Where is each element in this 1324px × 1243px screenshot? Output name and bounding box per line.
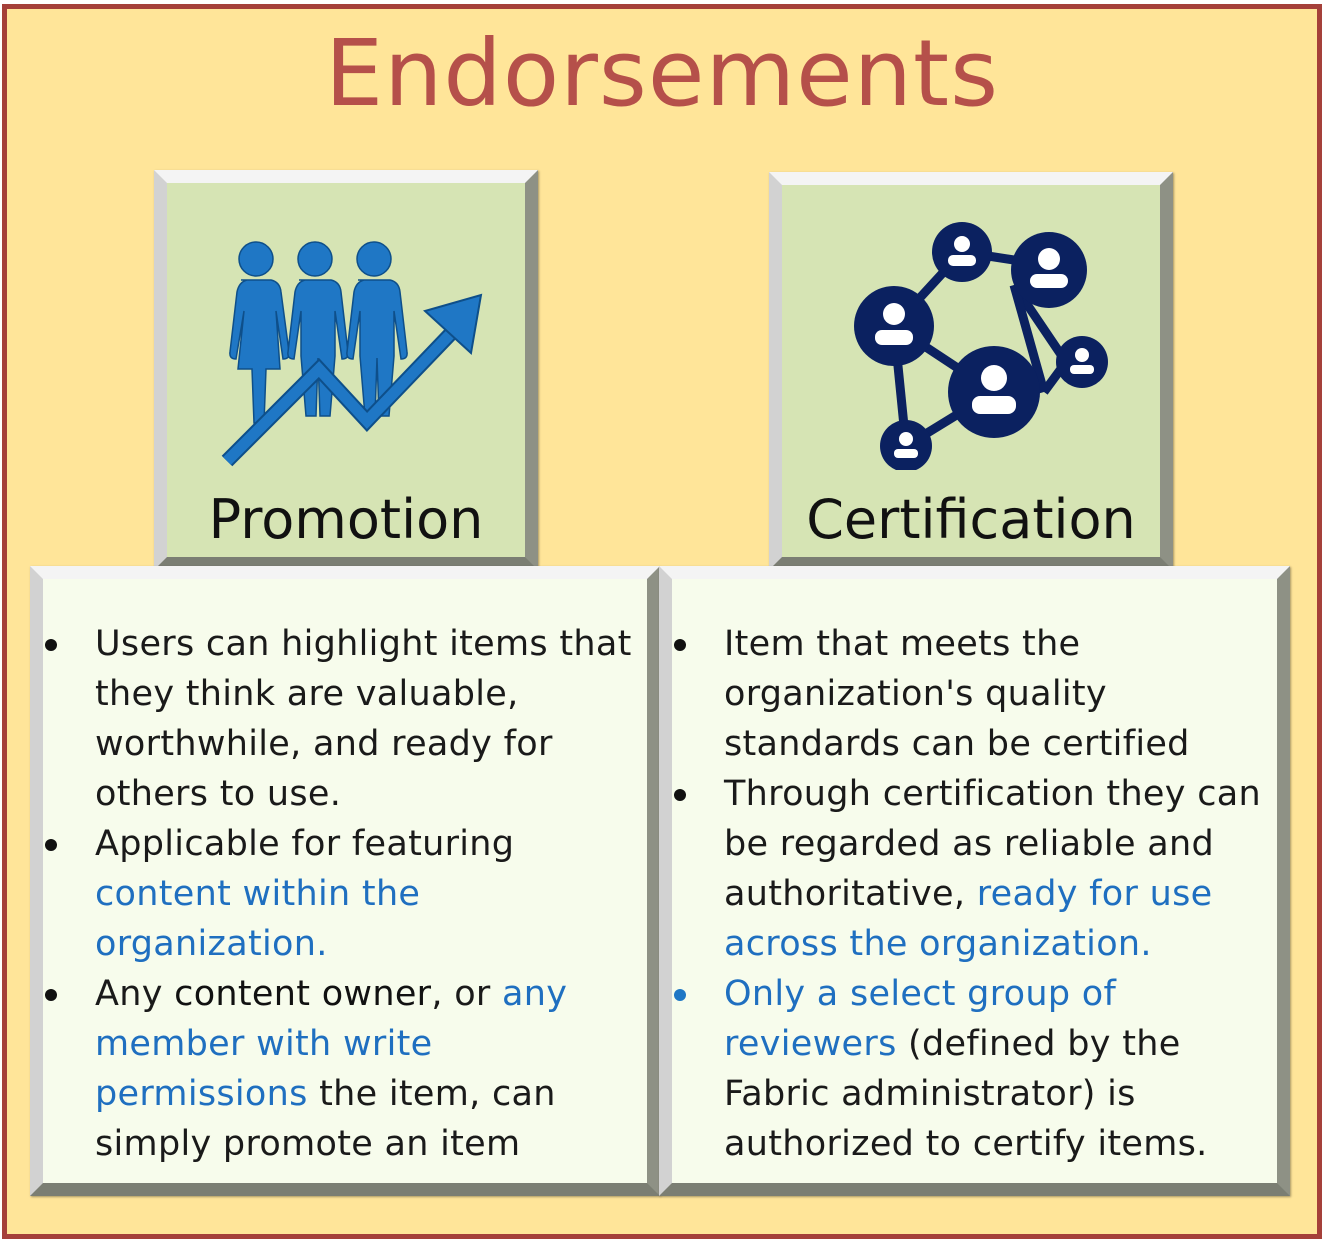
bullet-text: Item that meets the organization's quali…: [724, 624, 1190, 764]
list-item: Item that meets the organization's quali…: [672, 619, 1272, 769]
highlighted-text: any member with write permissions: [95, 974, 568, 1114]
list-item: Users can highlight items that they thin…: [43, 619, 633, 819]
bullet-text: Through certification they can be regard…: [724, 774, 1261, 914]
bullet-text: (defined by the Fabric administrator) is…: [724, 1024, 1208, 1164]
emphasized-text: content owner: [174, 974, 432, 1014]
promotion-bullet-list: Users can highlight items that they thin…: [43, 619, 633, 1169]
bullet-text: Any: [95, 974, 175, 1014]
bullet-dot: [674, 789, 686, 801]
certification-bullet-list: Item that meets the organization's quali…: [672, 619, 1272, 1169]
certification-card: Item that meets the organization's quali…: [659, 566, 1290, 1196]
bullet-dot: [674, 639, 686, 651]
bullet-dot: [45, 639, 57, 651]
bullet-text: Users can highlight items that they thin…: [95, 624, 632, 814]
people-growth-arrow-icon: [221, 241, 483, 467]
bullet-dot: [45, 839, 57, 851]
bullet-dot: [674, 989, 686, 1001]
certification-label: Certification: [806, 488, 1136, 551]
list-item: Any content owner, or any member with wr…: [43, 969, 633, 1169]
bullet-text: , or: [431, 974, 503, 1014]
bullet-text: the item, can simply promote an item: [95, 1074, 556, 1164]
list-item: Through certification they can be regard…: [672, 769, 1272, 969]
highlighted-text: ready for use across the organization.: [724, 874, 1213, 964]
promotion-label: Promotion: [208, 488, 484, 551]
bullet-text: Applicable for featuring: [95, 824, 515, 864]
list-item: Applicable for featuring content within …: [43, 819, 633, 969]
list-item: Only a select group of reviewers (define…: [672, 969, 1272, 1169]
people-network-icon: [854, 222, 1108, 470]
page-title: Endorsements: [324, 20, 999, 127]
highlighted-text: Only a select group of reviewers: [724, 974, 1117, 1064]
certification-tile: Certification: [769, 172, 1173, 570]
promotion-tile: Promotion: [154, 170, 538, 570]
promotion-card: Users can highlight items that they thin…: [30, 566, 660, 1196]
highlighted-text: content within the organization.: [95, 874, 421, 964]
bullet-dot: [45, 989, 57, 1001]
